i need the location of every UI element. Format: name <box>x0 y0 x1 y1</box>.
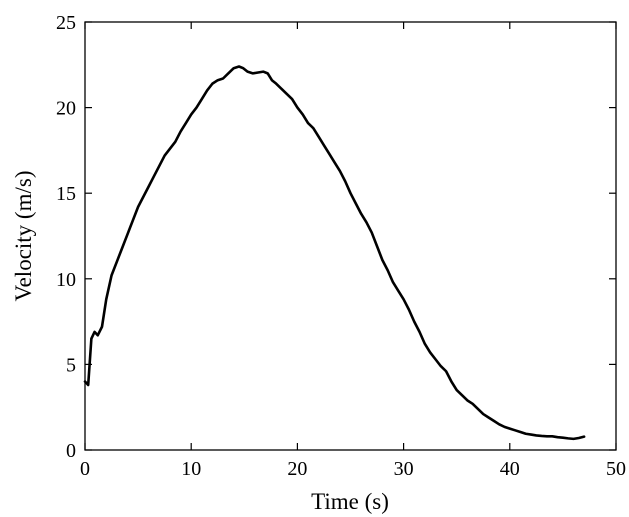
velocity-series-line <box>83 65 586 441</box>
y-tick-label-10: 10 <box>56 269 76 291</box>
x-tick-label-20: 20 <box>287 458 307 480</box>
y-tick-label-20: 20 <box>56 98 76 120</box>
x-axis-label: Time (s) <box>311 489 389 514</box>
y-tick-label-25: 25 <box>56 12 76 34</box>
y-tick-label-15: 15 <box>56 183 76 205</box>
y-tick-label-5: 5 <box>66 354 76 376</box>
x-axis-ticks: 0 10 20 30 40 50 <box>80 22 626 480</box>
x-tick-label-0: 0 <box>80 458 90 480</box>
x-tick-label-10: 10 <box>181 458 201 480</box>
plot-area-frame <box>84 21 617 451</box>
y-axis-label: Velocity (m/s) <box>11 171 36 302</box>
x-tick-label-40: 40 <box>500 458 520 480</box>
y-axis-ticks: 0 5 10 15 20 25 <box>56 12 616 462</box>
x-tick-label-50: 50 <box>606 458 626 480</box>
x-tick-label-30: 30 <box>394 458 414 480</box>
y-tick-label-0: 0 <box>66 440 76 462</box>
